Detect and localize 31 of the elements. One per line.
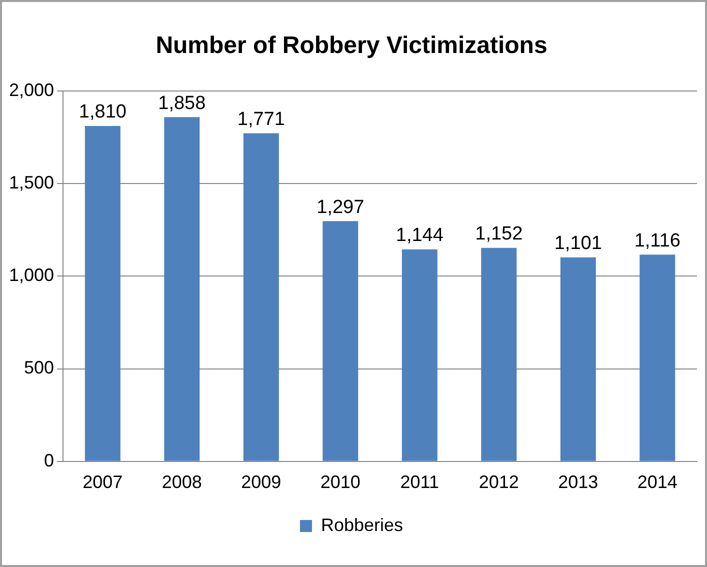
bar [481, 248, 517, 461]
bar [322, 221, 358, 461]
y-tick-label: 1,000 [8, 265, 54, 286]
x-tick-label: 2012 [478, 472, 519, 492]
x-tick-label: 2013 [558, 472, 598, 492]
bar [640, 254, 676, 461]
data-label: 1,152 [475, 224, 523, 245]
y-tick-label: 1,500 [8, 172, 54, 192]
chart-title: Number of Robbery Victimizations [156, 32, 548, 60]
bar [164, 117, 200, 461]
x-tick-label: 2010 [320, 472, 360, 492]
x-tick-label: 2011 [400, 472, 440, 492]
y-tick-label: 500 [24, 358, 54, 378]
data-label: 1,810 [78, 102, 126, 123]
data-label: 1,116 [634, 230, 680, 252]
bar [402, 249, 438, 461]
x-tick-label: 2014 [637, 472, 678, 492]
data-label: 1,101 [554, 233, 602, 254]
bar [243, 133, 279, 461]
x-tick-label: 2007 [82, 472, 123, 492]
x-tick-label: 2008 [162, 472, 202, 492]
data-label: 1,144 [396, 225, 444, 246]
bar [560, 257, 596, 461]
data-label: 1,297 [316, 196, 364, 218]
data-label: 1,858 [158, 92, 206, 114]
legend-label: Robberies [320, 514, 404, 535]
bar [84, 126, 120, 461]
data-label: 1,771 [237, 108, 285, 130]
y-tick-label: 2,000 [8, 80, 54, 100]
y-tick-label: 0 [44, 450, 54, 470]
x-tick-label: 2009 [241, 472, 282, 492]
